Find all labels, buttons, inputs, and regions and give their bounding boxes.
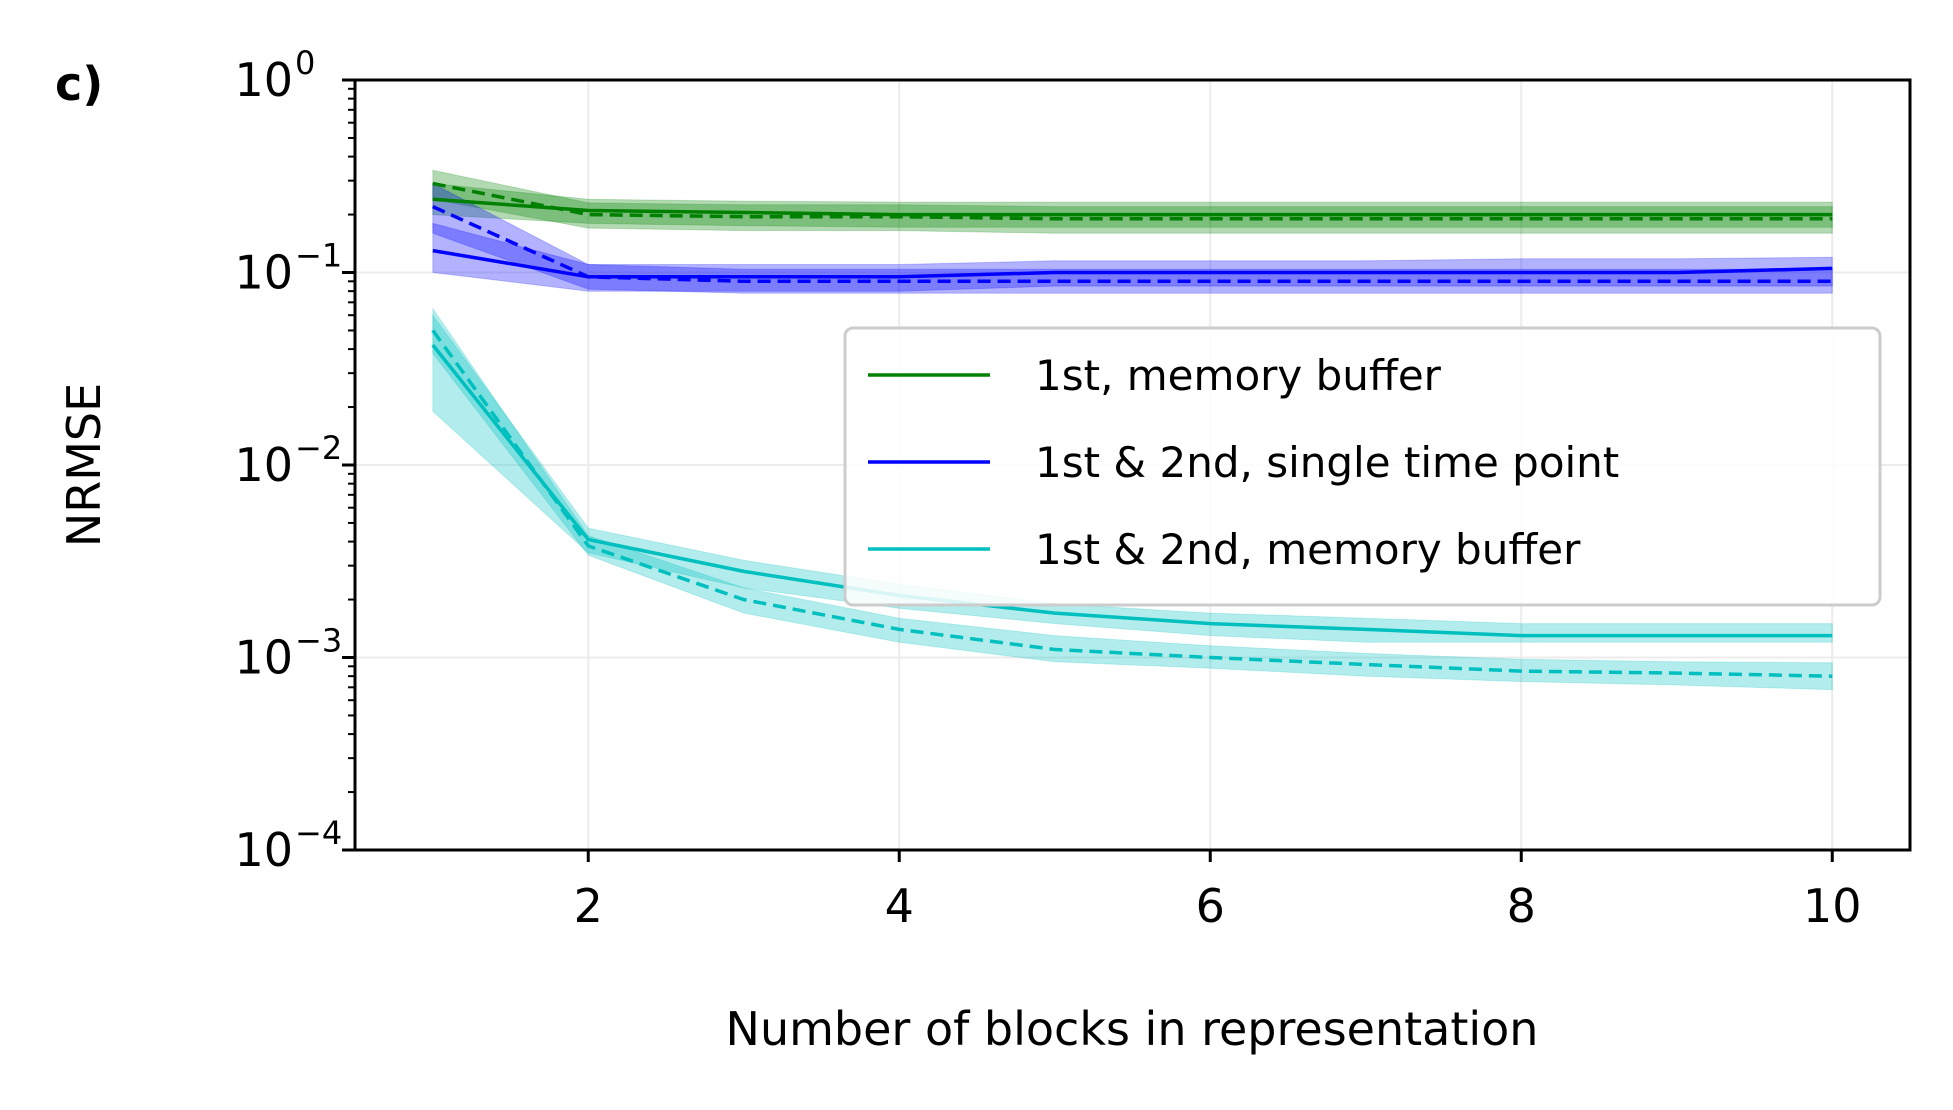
series-2-solid-line [432, 248, 1833, 279]
x-axis: 2 4 6 8 10 [574, 850, 1862, 933]
series-1-dashed-line [432, 181, 1833, 221]
x-axis-label: Number of blocks in representation [726, 1002, 1539, 1056]
series-1-solid-line [432, 197, 1833, 217]
series-3-dashed-band [432, 306, 1833, 691]
y-tick-label: 10 [234, 438, 293, 492]
x-tick-label: 4 [885, 879, 914, 933]
legend-label: 1st & 2nd, single time point [1035, 438, 1619, 487]
legend: 1st, memory buffer 1st & 2nd, single time… [843, 326, 1882, 607]
x-tick-label: 8 [1507, 879, 1536, 933]
y-tick-label: 10 [234, 631, 293, 685]
y-tick-exponent: −3 [295, 622, 342, 660]
series-3-solid-line [431, 343, 1833, 638]
series-2-dashed-line [432, 205, 1833, 284]
legend-label: 1st & 2nd, memory buffer [1035, 525, 1581, 574]
y-tick-exponent: 0 [295, 44, 315, 82]
x-tick-label: 6 [1196, 879, 1225, 933]
y-axis-label: NRMSE [57, 383, 111, 547]
panel-label: c) [55, 57, 103, 111]
x-tick-label: 10 [1803, 879, 1862, 933]
y-tick-exponent: −4 [295, 814, 342, 852]
series-3-dashed-line [431, 329, 1833, 678]
series-lines [431, 181, 1833, 678]
y-tick-label: 10 [234, 53, 293, 107]
x-tick-label: 2 [574, 879, 603, 933]
legend-label: 1st, memory buffer [1035, 351, 1442, 400]
y-tick-label: 10 [234, 823, 293, 877]
y-tick-exponent: −1 [295, 237, 342, 275]
legend-box [843, 326, 1882, 607]
y-tick-label: 10 [234, 246, 293, 300]
y-tick-exponent: −2 [295, 429, 342, 467]
